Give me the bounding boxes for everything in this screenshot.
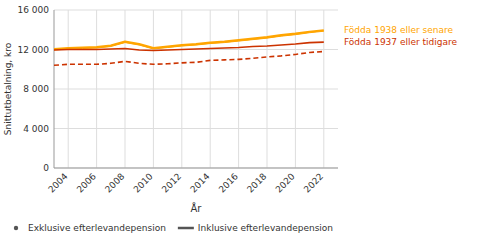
legend-entry: Inklusive efterlevandepension	[178, 223, 333, 233]
legend: Exklusive efterlevandepension Inklusive e…	[14, 223, 333, 233]
series-line	[54, 42, 324, 50]
legend-label: Exklusive efterlevandepension	[28, 223, 166, 233]
x-tick-label: 2014	[188, 171, 211, 194]
legend-symbol	[14, 226, 18, 230]
y-tick-label: 12 000	[18, 45, 50, 55]
x-axis-label: År	[191, 202, 203, 214]
grid	[54, 10, 338, 168]
x-grid-line	[238, 10, 239, 168]
plot-area	[54, 30, 324, 65]
y-tick-label: 0	[43, 163, 49, 173]
chart: 04 0008 00012 00016 00020042006200820102…	[0, 0, 480, 240]
x-tick-label: 2004	[46, 171, 69, 194]
x-grid-line	[125, 10, 126, 168]
annotation: Födda 1938 eller senare	[344, 25, 454, 35]
x-axis-line	[54, 168, 338, 169]
x-grid-line	[181, 10, 182, 168]
x-tick-label: 2018	[245, 171, 268, 194]
legend-entry: Exklusive efterlevandepension	[14, 223, 166, 233]
annotation: Födda 1937 eller tidigare	[344, 37, 458, 47]
x-tick-label: 2022	[302, 171, 325, 194]
y-axis-line	[54, 10, 55, 168]
x-tick-label: 2012	[160, 171, 183, 194]
y-axis-label: Snittutbetalning, kro	[3, 42, 13, 135]
x-tick-label: 2020	[274, 171, 297, 194]
x-grid-line	[323, 10, 324, 168]
y-tick-label: 8 000	[23, 84, 49, 94]
x-tick-label: 2016	[217, 171, 240, 194]
x-grid-line	[267, 10, 268, 168]
series-line	[54, 30, 324, 49]
x-grid-line	[210, 10, 211, 168]
band-area	[54, 30, 324, 50]
x-grid-line	[68, 10, 69, 168]
legend-label: Inklusive efterlevandepension	[198, 223, 333, 233]
x-grid-line	[96, 10, 97, 168]
x-tick-label: 2006	[75, 171, 98, 194]
series-line	[54, 31, 324, 50]
y-grid-line	[54, 168, 338, 169]
x-grid-line	[153, 10, 154, 168]
y-tick-label: 4 000	[23, 124, 49, 134]
x-tick-label: 2008	[103, 171, 126, 194]
legend-symbol	[178, 227, 194, 230]
y-tick-label: 16 000	[18, 5, 50, 15]
x-tick-label: 2010	[132, 171, 155, 194]
series-line	[54, 51, 324, 65]
